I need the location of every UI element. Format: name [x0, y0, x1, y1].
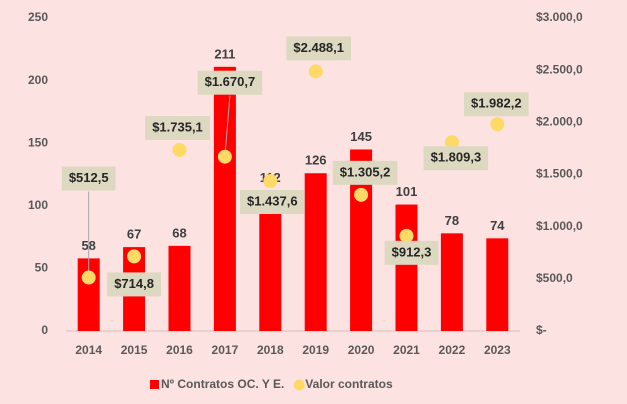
bar-label: 145 [350, 129, 372, 144]
bar [486, 238, 509, 331]
bar-label: 211 [214, 46, 235, 61]
y2-tick-label: $- [536, 323, 547, 337]
bar [395, 204, 418, 331]
x-tick-label: 2017 [212, 343, 239, 357]
x-tick-label: 2020 [348, 343, 375, 357]
value-label: $1.809,3 [431, 150, 482, 165]
y2-tick-label: $2.500,0 [536, 62, 583, 76]
point [217, 149, 232, 164]
y2-tick-label: $3.000,0 [536, 10, 583, 24]
x-tick-label: 2023 [484, 343, 511, 357]
bar-label: 126 [305, 153, 327, 168]
point [308, 64, 323, 79]
x-tick-label: 2021 [393, 343, 420, 357]
value-label-box [332, 160, 398, 185]
point [490, 117, 505, 132]
bar [259, 190, 282, 331]
x-tick-label: 2022 [439, 343, 466, 357]
value-label-box [145, 115, 210, 140]
value-label: $1.437,6 [247, 193, 298, 208]
value-label: $912,3 [392, 244, 432, 259]
point [81, 270, 96, 285]
legend-label: Valor contratos [305, 377, 393, 391]
value-label: $512,5 [69, 170, 109, 185]
point [127, 249, 142, 264]
value-label-box [384, 240, 439, 265]
x-tick-label: 2014 [75, 343, 102, 357]
y2-tick-label: $1.000,0 [536, 219, 583, 233]
y2-tick-label: $500,0 [536, 271, 573, 285]
x-tick-label: 2019 [302, 343, 329, 357]
y-tick-label: 100 [28, 198, 48, 212]
bar-label: 74 [490, 218, 505, 233]
value-label-box [463, 92, 529, 117]
point [444, 135, 459, 150]
value-label-box [286, 36, 352, 61]
value-label: $1.305,2 [340, 164, 391, 179]
bar-label: 78 [445, 213, 459, 228]
point [354, 187, 369, 202]
y-tick-label: 250 [28, 10, 48, 24]
x-tick-label: 2016 [166, 343, 193, 357]
legend-swatch [150, 380, 159, 389]
y2-tick-label: $1.500,0 [536, 167, 583, 181]
value-label: $714,8 [114, 276, 154, 291]
legend-label: Nº Contratos OC. Y E. [161, 377, 284, 391]
bar [213, 66, 236, 331]
value-label-box [239, 190, 305, 215]
value-label-box [107, 272, 161, 297]
value-label: $1.670,7 [205, 74, 256, 89]
bar [440, 233, 463, 331]
legend-swatch [293, 379, 305, 391]
bar-label: 67 [127, 227, 141, 242]
y-tick-label: 150 [28, 135, 48, 149]
y-tick-label: 0 [41, 323, 48, 337]
bar-label: 68 [172, 225, 186, 240]
value-label: $2.488,1 [293, 40, 344, 55]
value-label-box [423, 146, 489, 171]
bar [168, 245, 191, 331]
bar [304, 173, 327, 331]
point [263, 174, 278, 189]
value-label: $1.982,2 [471, 96, 522, 111]
x-tick-label: 2018 [257, 343, 284, 357]
x-tick-label: 2015 [121, 343, 148, 357]
point [399, 228, 414, 243]
bar-label: 101 [396, 184, 418, 199]
value-label-box [197, 70, 263, 95]
y-tick-label: 200 [28, 73, 48, 87]
value-label-box [61, 166, 116, 191]
point [172, 142, 187, 157]
y2-tick-label: $2.000,0 [536, 115, 583, 129]
leader-line [224, 95, 231, 157]
y-tick-label: 50 [35, 261, 49, 275]
value-label: $1.735,1 [152, 119, 203, 134]
